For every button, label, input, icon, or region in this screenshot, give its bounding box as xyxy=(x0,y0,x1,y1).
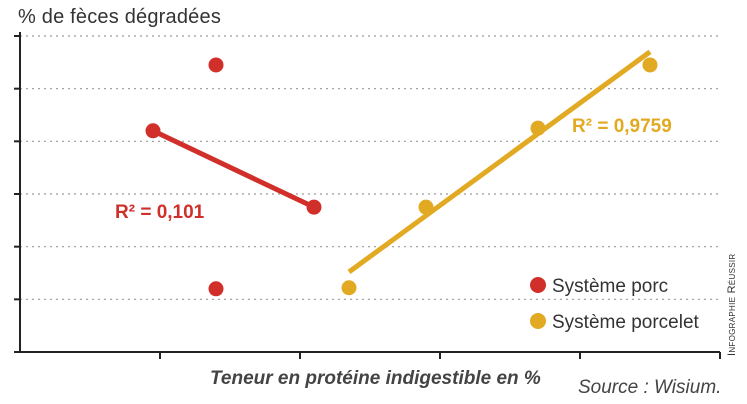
trend-lines xyxy=(151,49,652,274)
grid-lines xyxy=(20,35,720,300)
y-axis-label: % de fèces dégradées xyxy=(18,6,222,28)
data-points xyxy=(145,57,658,297)
data-point-series-2 xyxy=(341,280,357,296)
data-point-series-2 xyxy=(418,199,434,215)
x-axis-label: Teneur en protéine indigestible en % xyxy=(210,368,541,389)
legend-label-series-1: Système porc xyxy=(552,276,668,297)
data-point-series-2 xyxy=(530,120,546,136)
data-point-series-1 xyxy=(208,57,224,73)
legend: Système porc Système porcelet xyxy=(530,276,700,333)
legend-marker-series-2 xyxy=(530,313,546,329)
trend-line-series-2 xyxy=(347,49,652,274)
legend-marker-series-1 xyxy=(530,277,546,293)
trend-line-series-1 xyxy=(151,128,316,210)
data-point-series-1 xyxy=(208,281,224,297)
data-point-series-2 xyxy=(642,57,658,73)
data-point-series-1 xyxy=(306,199,322,215)
axes xyxy=(14,32,721,359)
data-point-series-1 xyxy=(145,123,161,139)
r2-label-series-2: R² = 0,9759 xyxy=(572,116,672,137)
r2-label-series-1: R² = 0,101 xyxy=(115,202,205,223)
infographic-credit: Infographie Réussir xyxy=(726,253,738,356)
source-note: Source : Wisium. xyxy=(578,377,722,398)
r2-labels: R² = 0,101 R² = 0,9759 xyxy=(115,116,672,223)
legend-label-series-2: Système porcelet xyxy=(552,312,700,333)
